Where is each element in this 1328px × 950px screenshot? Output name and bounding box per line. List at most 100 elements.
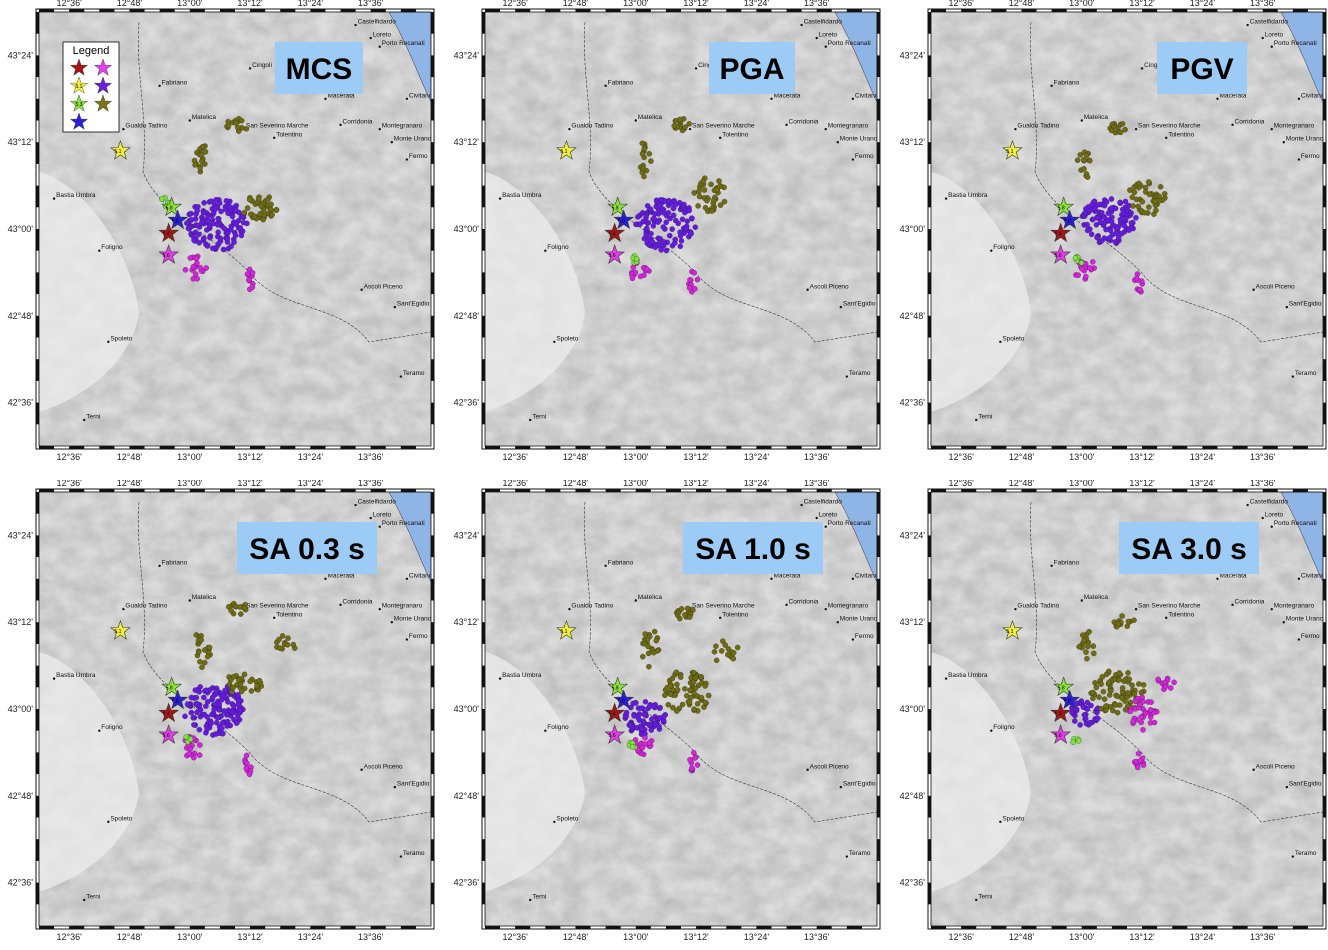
town-label: Teramo (849, 370, 871, 377)
town-label: Montegranaro (828, 603, 869, 610)
locality-point (671, 123, 678, 129)
epicenter-star: 6.0 (1059, 689, 1081, 710)
locality-point (193, 694, 200, 701)
locality-point (1097, 219, 1104, 226)
locality-point (1117, 129, 1124, 136)
town-marker: Macerata (324, 572, 355, 580)
town-marker: Macerata (770, 92, 801, 101)
town-marker: Corridonia (339, 118, 373, 127)
locality-point (1083, 649, 1089, 655)
locality-point (186, 751, 192, 757)
locality-point (663, 247, 670, 254)
locality-point (639, 151, 646, 157)
locality-point (188, 709, 195, 716)
town-marker: Corridonia (1231, 598, 1265, 607)
epicenter-star: 5.6 (604, 724, 626, 744)
affected-localities (182, 600, 298, 778)
town-label: Foligno (101, 244, 123, 251)
town-marker: Loreto (369, 32, 392, 40)
town-marker: Bastia Umbra (52, 192, 96, 200)
epicenter-star: 5.1 (556, 619, 577, 640)
locality-point (190, 715, 197, 721)
locality-point (657, 202, 663, 209)
locality-point (641, 712, 648, 718)
town-marker: Civitanova Marche (1297, 572, 1323, 580)
locality-point (198, 637, 204, 643)
locality-point (279, 633, 286, 639)
locality-point (1122, 126, 1128, 133)
locality-point (197, 658, 203, 665)
affected-localities (159, 115, 280, 293)
town-label: Civitanova Marche (855, 92, 881, 99)
locality-point (187, 736, 194, 743)
longitude-tick-label: 12°36' (948, 932, 974, 942)
locality-point (1136, 681, 1142, 687)
longitude-tick-label: 13°36' (804, 932, 830, 942)
town-marker: Sant'Egidio alla Vibrata (839, 781, 877, 789)
town-label: Corridonia (1235, 118, 1265, 125)
town-label: Spoleto (556, 335, 578, 342)
locality-point (638, 725, 645, 732)
town-label: Corridonia (789, 118, 819, 125)
locality-point (219, 725, 225, 732)
locality-point (1099, 674, 1106, 680)
locality-point (246, 771, 253, 778)
locality-point (216, 701, 223, 708)
locality-point (1093, 222, 1100, 228)
epicenter-star: 5.8 (1053, 196, 1075, 217)
town-marker: Cingoli (1140, 62, 1164, 70)
longitude-tick-label: 13°24' (298, 0, 324, 8)
locality-point (1103, 199, 1110, 205)
locality-point (1171, 679, 1177, 686)
longitude-tick-label: 13°12' (1129, 452, 1155, 462)
locality-point (198, 152, 205, 158)
latitude-tick-label: 43°24' (8, 530, 34, 540)
locality-point (1108, 218, 1115, 225)
locality-point (192, 271, 199, 277)
legend: Legend 5.1 5.3 (62, 41, 120, 133)
latitude-tick-label: 43°00' (454, 224, 480, 234)
magnitude-label: 6.4 (1055, 231, 1062, 237)
locality-point (1122, 198, 1129, 205)
town-marker: Montegranaro (1270, 123, 1315, 131)
town-marker: Porto Recanati (1270, 40, 1317, 48)
locality-point (197, 264, 203, 271)
town-marker: Civitanova Marche (405, 92, 431, 101)
locality-point (184, 220, 190, 226)
locality-point (700, 178, 706, 185)
town-marker: Tolentino (1165, 611, 1195, 620)
locality-point (196, 689, 202, 695)
town-marker: Fabriano (1050, 79, 1080, 87)
locality-point (725, 651, 731, 658)
town-label: Tolentino (276, 611, 302, 618)
locality-point (1098, 238, 1105, 244)
town-marker: Teramo (1291, 850, 1317, 858)
locality-point (182, 267, 189, 273)
epicenter-star: 5.1 (556, 139, 577, 160)
locality-point (678, 606, 685, 612)
town-marker: Foligno (98, 724, 123, 732)
latitude-tick-label: 43°00' (8, 224, 34, 234)
magnitude-label: 5.6 (609, 253, 616, 259)
locality-point (1094, 234, 1100, 241)
town-label: Macerata (327, 92, 354, 99)
locality-point (1090, 643, 1097, 649)
town-marker: Foligno (990, 244, 1015, 252)
town-label: Foligno (993, 724, 1015, 731)
latitude-tick-label: 43°00' (900, 704, 926, 714)
town-label: Tolentino (722, 611, 748, 618)
locality-point (234, 124, 241, 131)
town-marker: Loreto (1261, 32, 1284, 40)
locality-point (688, 230, 694, 237)
town-label: San Severino Marche (692, 603, 755, 610)
locality-point (1113, 230, 1119, 237)
town-label: Sant'Egidio alla Vibrata (397, 781, 435, 788)
locality-point (716, 178, 722, 184)
longitude-tick-label: 13°12' (1129, 932, 1155, 942)
town-label: San Severino Marche (246, 123, 309, 130)
locality-point (1090, 695, 1096, 702)
locality-point (648, 230, 654, 237)
